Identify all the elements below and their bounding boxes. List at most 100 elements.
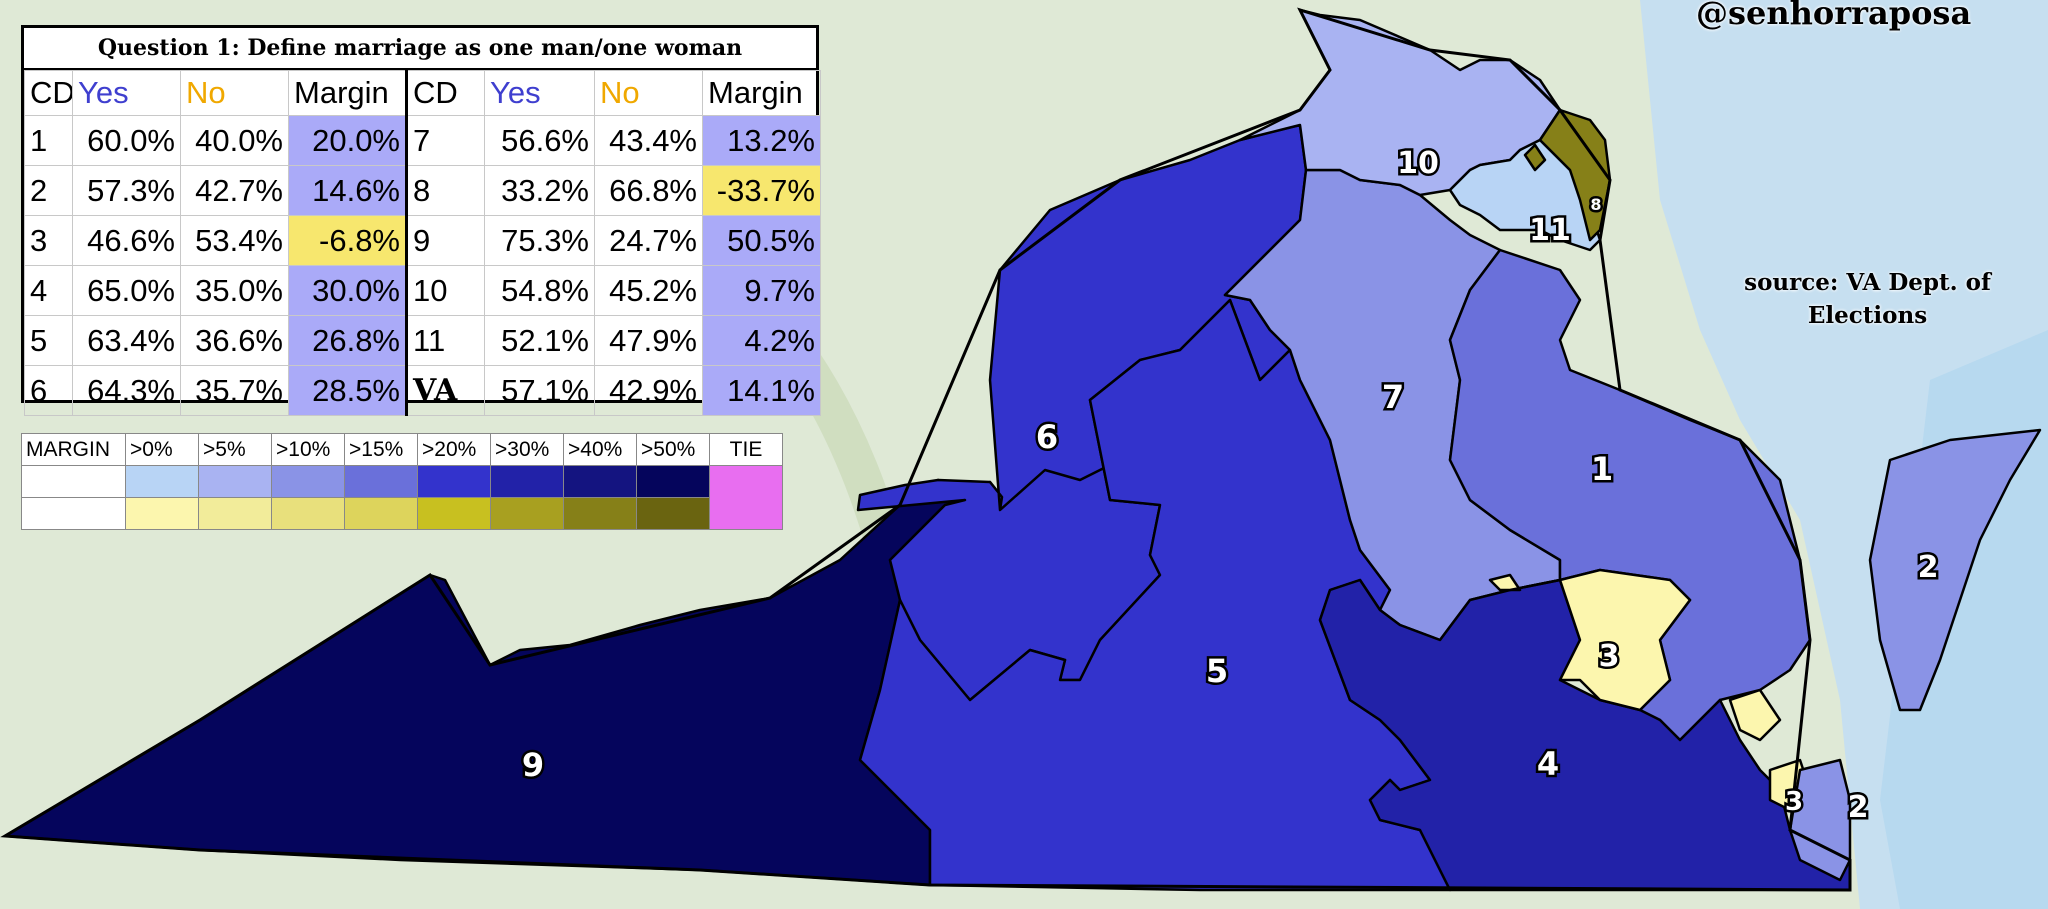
margin-cell: 30.0%	[288, 265, 407, 316]
header-no: No	[594, 70, 703, 116]
district-label: 4	[1537, 745, 1559, 783]
district-label: 11	[1529, 213, 1571, 248]
cd-cell: 11	[405, 315, 485, 366]
no-cell: 45.2%	[594, 265, 703, 316]
cd-cell: 10	[405, 265, 485, 316]
district-2[interactable]	[1788, 428, 2042, 882]
yes-cell: 75.3%	[484, 215, 595, 266]
legend-no-swatch	[563, 497, 637, 530]
yes-cell: 65.0%	[72, 265, 181, 316]
margin-cell: -6.8%	[288, 215, 407, 266]
district-label: 3	[1599, 639, 1620, 674]
yes-cell: 57.3%	[72, 165, 181, 216]
source-credit: source: VA Dept. of Elections	[1744, 269, 1991, 329]
district-4[interactable]	[1318, 578, 1852, 892]
no-cell: 47.9%	[594, 315, 703, 366]
no-cell: 35.0%	[180, 265, 289, 316]
legend-yes-swatch	[490, 465, 564, 498]
results-table-panel: Question 1: Define marriage as one man/o…	[21, 25, 821, 416]
legend-bin-label: >20%	[417, 433, 491, 466]
table-row: 5 63.4% 36.6% 26.8% 11 52.1% 47.9% 4.2%	[24, 315, 821, 366]
table-row: 1 60.0% 40.0% 20.0% 7 56.6% 43.4% 13.2%	[24, 115, 821, 166]
margin-cell: 9.7%	[702, 265, 821, 316]
legend-blank-cell	[21, 465, 126, 498]
header-margin: Margin	[702, 70, 821, 116]
table-header-row: CD Yes No Margin CD Yes No Margin	[24, 70, 821, 116]
header-cd: CD	[405, 70, 485, 116]
no-cell: 40.0%	[180, 115, 289, 166]
table-row: 4 65.0% 35.0% 30.0% 10 54.8% 45.2% 9.7%	[24, 265, 821, 316]
yes-cell: 63.4%	[72, 315, 181, 366]
margin-cell: 50.5%	[702, 215, 821, 266]
cd-cell: 1	[24, 115, 73, 166]
no-cell: 66.8%	[594, 165, 703, 216]
header-yes: Yes	[72, 70, 181, 116]
table-row: 6 64.3% 35.7% 28.5% VA 57.1% 42.9% 14.1%	[24, 365, 821, 416]
legend-yes-swatch	[636, 465, 710, 498]
table-row: 2 57.3% 42.7% 14.6% 8 33.2% 66.8% -33.7%	[24, 165, 821, 216]
yes-cell: 33.2%	[484, 165, 595, 216]
no-cell: 43.4%	[594, 115, 703, 166]
yes-cell: 64.3%	[72, 365, 181, 416]
district-label: 7	[1382, 378, 1404, 416]
legend-bin-label: >40%	[563, 433, 637, 466]
cd-cell: 5	[24, 315, 73, 366]
no-cell: 42.9%	[594, 365, 703, 416]
legend-tie-swatch	[709, 465, 783, 530]
legend-blank-cell	[21, 497, 126, 530]
legend-header-row: MARGIN >0% >5% >10% >15% >20% >30% >40% …	[21, 433, 783, 466]
legend-no-swatch	[417, 497, 491, 530]
legend-bin-label: >50%	[636, 433, 710, 466]
yes-cell: 52.1%	[484, 315, 595, 366]
legend-yes-swatch	[563, 465, 637, 498]
state-outline	[0, 7, 1852, 892]
district-3[interactable]	[1488, 568, 1812, 812]
margin-cell: 26.8%	[288, 315, 407, 366]
no-cell: 24.7%	[594, 215, 703, 266]
legend-no-swatch	[636, 497, 710, 530]
cd-cell: 7	[405, 115, 485, 166]
header-margin: Margin	[288, 70, 407, 116]
district-label: 2	[1848, 790, 1869, 825]
district-label: 9	[522, 746, 544, 784]
cd-cell: 2	[24, 165, 73, 216]
margin-cell: 20.0%	[288, 115, 407, 166]
margin-cell: 4.2%	[702, 315, 821, 366]
legend-yes-row	[21, 465, 783, 530]
margin-cell: 28.5%	[288, 365, 407, 416]
yes-cell: 60.0%	[72, 115, 181, 166]
cd-cell: 4	[24, 265, 73, 316]
state-total-label: VA	[405, 365, 485, 416]
legend-no-swatch	[344, 497, 418, 530]
legend-title: MARGIN	[21, 433, 126, 466]
margin-cell: 14.1%	[702, 365, 821, 416]
margin-cell: 14.6%	[288, 165, 407, 216]
table-row: 3 46.6% 53.4% -6.8% 9 75.3% 24.7% 50.5%	[24, 215, 821, 266]
district-8[interactable]	[1523, 108, 1612, 242]
district-label: 1	[1591, 450, 1613, 488]
yes-cell: 54.8%	[484, 265, 595, 316]
no-cell: 42.7%	[180, 165, 289, 216]
legend-no-swatch	[271, 497, 345, 530]
margin-cell: -33.7%	[702, 165, 821, 216]
legend-no-row	[21, 497, 783, 530]
header-cd: CD	[24, 70, 73, 116]
legend-no-swatch	[490, 497, 564, 530]
header-yes: Yes	[484, 70, 595, 116]
legend-yes-swatch	[271, 465, 345, 498]
legend-no-swatch	[125, 497, 199, 530]
district-label: 3	[1785, 787, 1803, 817]
results-table: CD Yes No Margin CD Yes No Margin 1 60.0…	[24, 70, 821, 416]
district-label: 8	[1590, 195, 1601, 214]
legend-yes-swatch	[125, 465, 199, 498]
legend-no-swatch	[198, 497, 272, 530]
yes-cell: 56.6%	[484, 115, 595, 166]
table-title: Question 1: Define marriage as one man/o…	[24, 28, 816, 70]
legend-yes-swatch	[198, 465, 272, 498]
legend-bin-label: >30%	[490, 433, 564, 466]
legend-bin-label: >10%	[271, 433, 345, 466]
yes-cell: 57.1%	[484, 365, 595, 416]
cd-cell: 8	[405, 165, 485, 216]
cd-cell: 3	[24, 215, 73, 266]
district-label: 10	[1397, 146, 1439, 181]
